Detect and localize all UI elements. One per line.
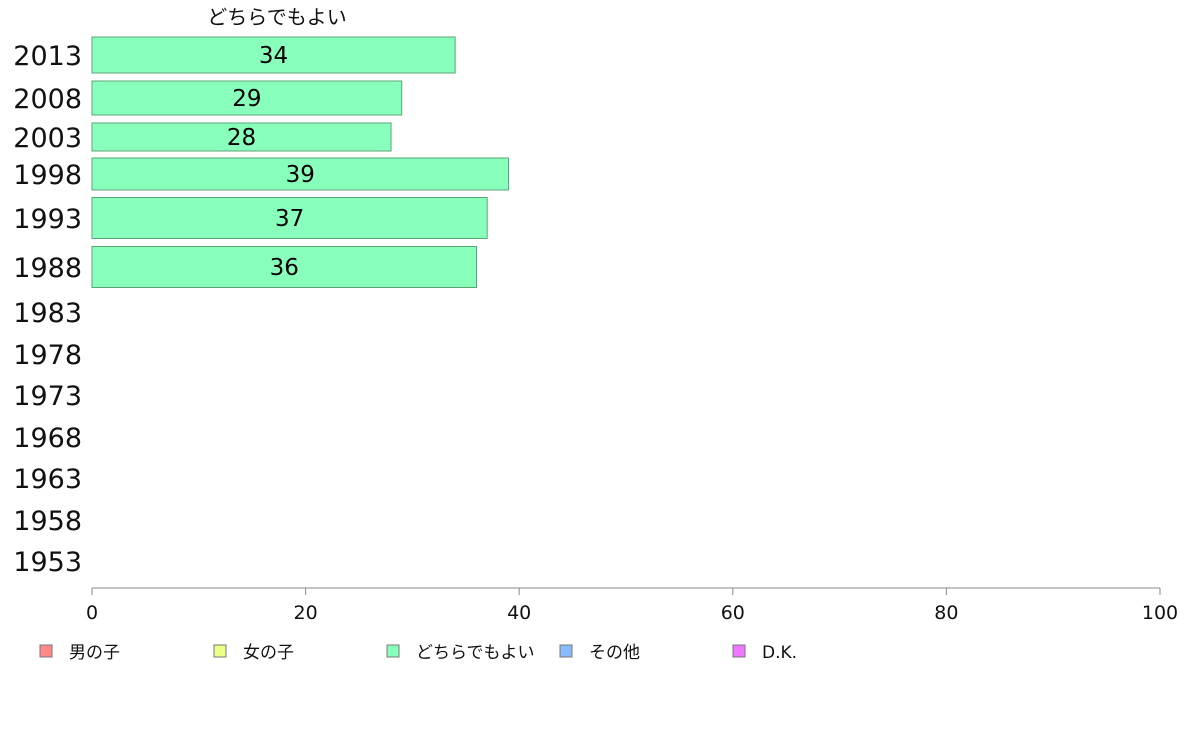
x-axis: 0 20 40 60 80 100 (86, 587, 1178, 624)
legend-label-2: どちらでもよい (416, 643, 535, 663)
legend-label-4: D.K. (762, 643, 797, 663)
series-title: どちらでもよい (207, 5, 346, 29)
x-tick-label-100: 100 (1142, 602, 1178, 624)
category-label-1983: 1983 (13, 298, 82, 329)
x-tick-label-60: 60 (721, 602, 745, 624)
legend-label-0: 男の子 (69, 643, 120, 663)
bar-2008 (91, 80, 403, 116)
value-labels: 34 29 28 39 37 36 (227, 43, 315, 281)
category-label-1968: 1968 (13, 423, 82, 454)
category-label-2008: 2008 (13, 84, 82, 115)
legend-swatch-0 (39, 644, 53, 658)
x-tick-label-20: 20 (294, 602, 318, 624)
bar-1998 (91, 157, 510, 191)
category-label-1988: 1988 (13, 253, 82, 284)
bar-1988 (91, 246, 477, 288)
value-label-1993: 37 (275, 206, 304, 232)
category-label-1993: 1993 (13, 204, 82, 235)
category-label-1978: 1978 (13, 340, 82, 371)
bar-2013 (91, 36, 456, 74)
x-tick-label-40: 40 (507, 602, 531, 624)
category-label-1958: 1958 (13, 506, 82, 537)
value-label-2013: 34 (259, 43, 288, 69)
legend-label-3: その他 (589, 643, 640, 663)
x-tick-label-0: 0 (86, 602, 98, 624)
bars (91, 36, 510, 288)
category-label-1963: 1963 (13, 464, 82, 495)
legend: 男の子 女の子 どちらでもよい その他 D.K. (39, 643, 797, 663)
value-label-1998: 39 (286, 162, 315, 188)
legend-swatch-3 (559, 644, 573, 658)
x-tick-label-80: 80 (934, 602, 958, 624)
bar-1993 (91, 197, 488, 239)
legend-swatch-4 (732, 644, 746, 658)
legend-label-1: 女の子 (243, 643, 294, 663)
category-labels: 2013 2008 2003 1998 1993 1988 1983 1978 1973 1968… (13, 41, 82, 578)
value-label-1988: 36 (270, 255, 299, 281)
value-label-2008: 29 (232, 86, 261, 112)
bar-2003 (91, 122, 392, 152)
category-label-1998: 1998 (13, 160, 82, 191)
legend-swatch-1 (213, 644, 227, 658)
category-label-1953: 1953 (13, 547, 82, 578)
category-label-1973: 1973 (13, 381, 82, 412)
category-label-2003: 2003 (13, 123, 82, 154)
category-label-2013: 2013 (13, 41, 82, 72)
value-label-2003: 28 (227, 125, 256, 151)
legend-swatch-2 (386, 644, 400, 658)
